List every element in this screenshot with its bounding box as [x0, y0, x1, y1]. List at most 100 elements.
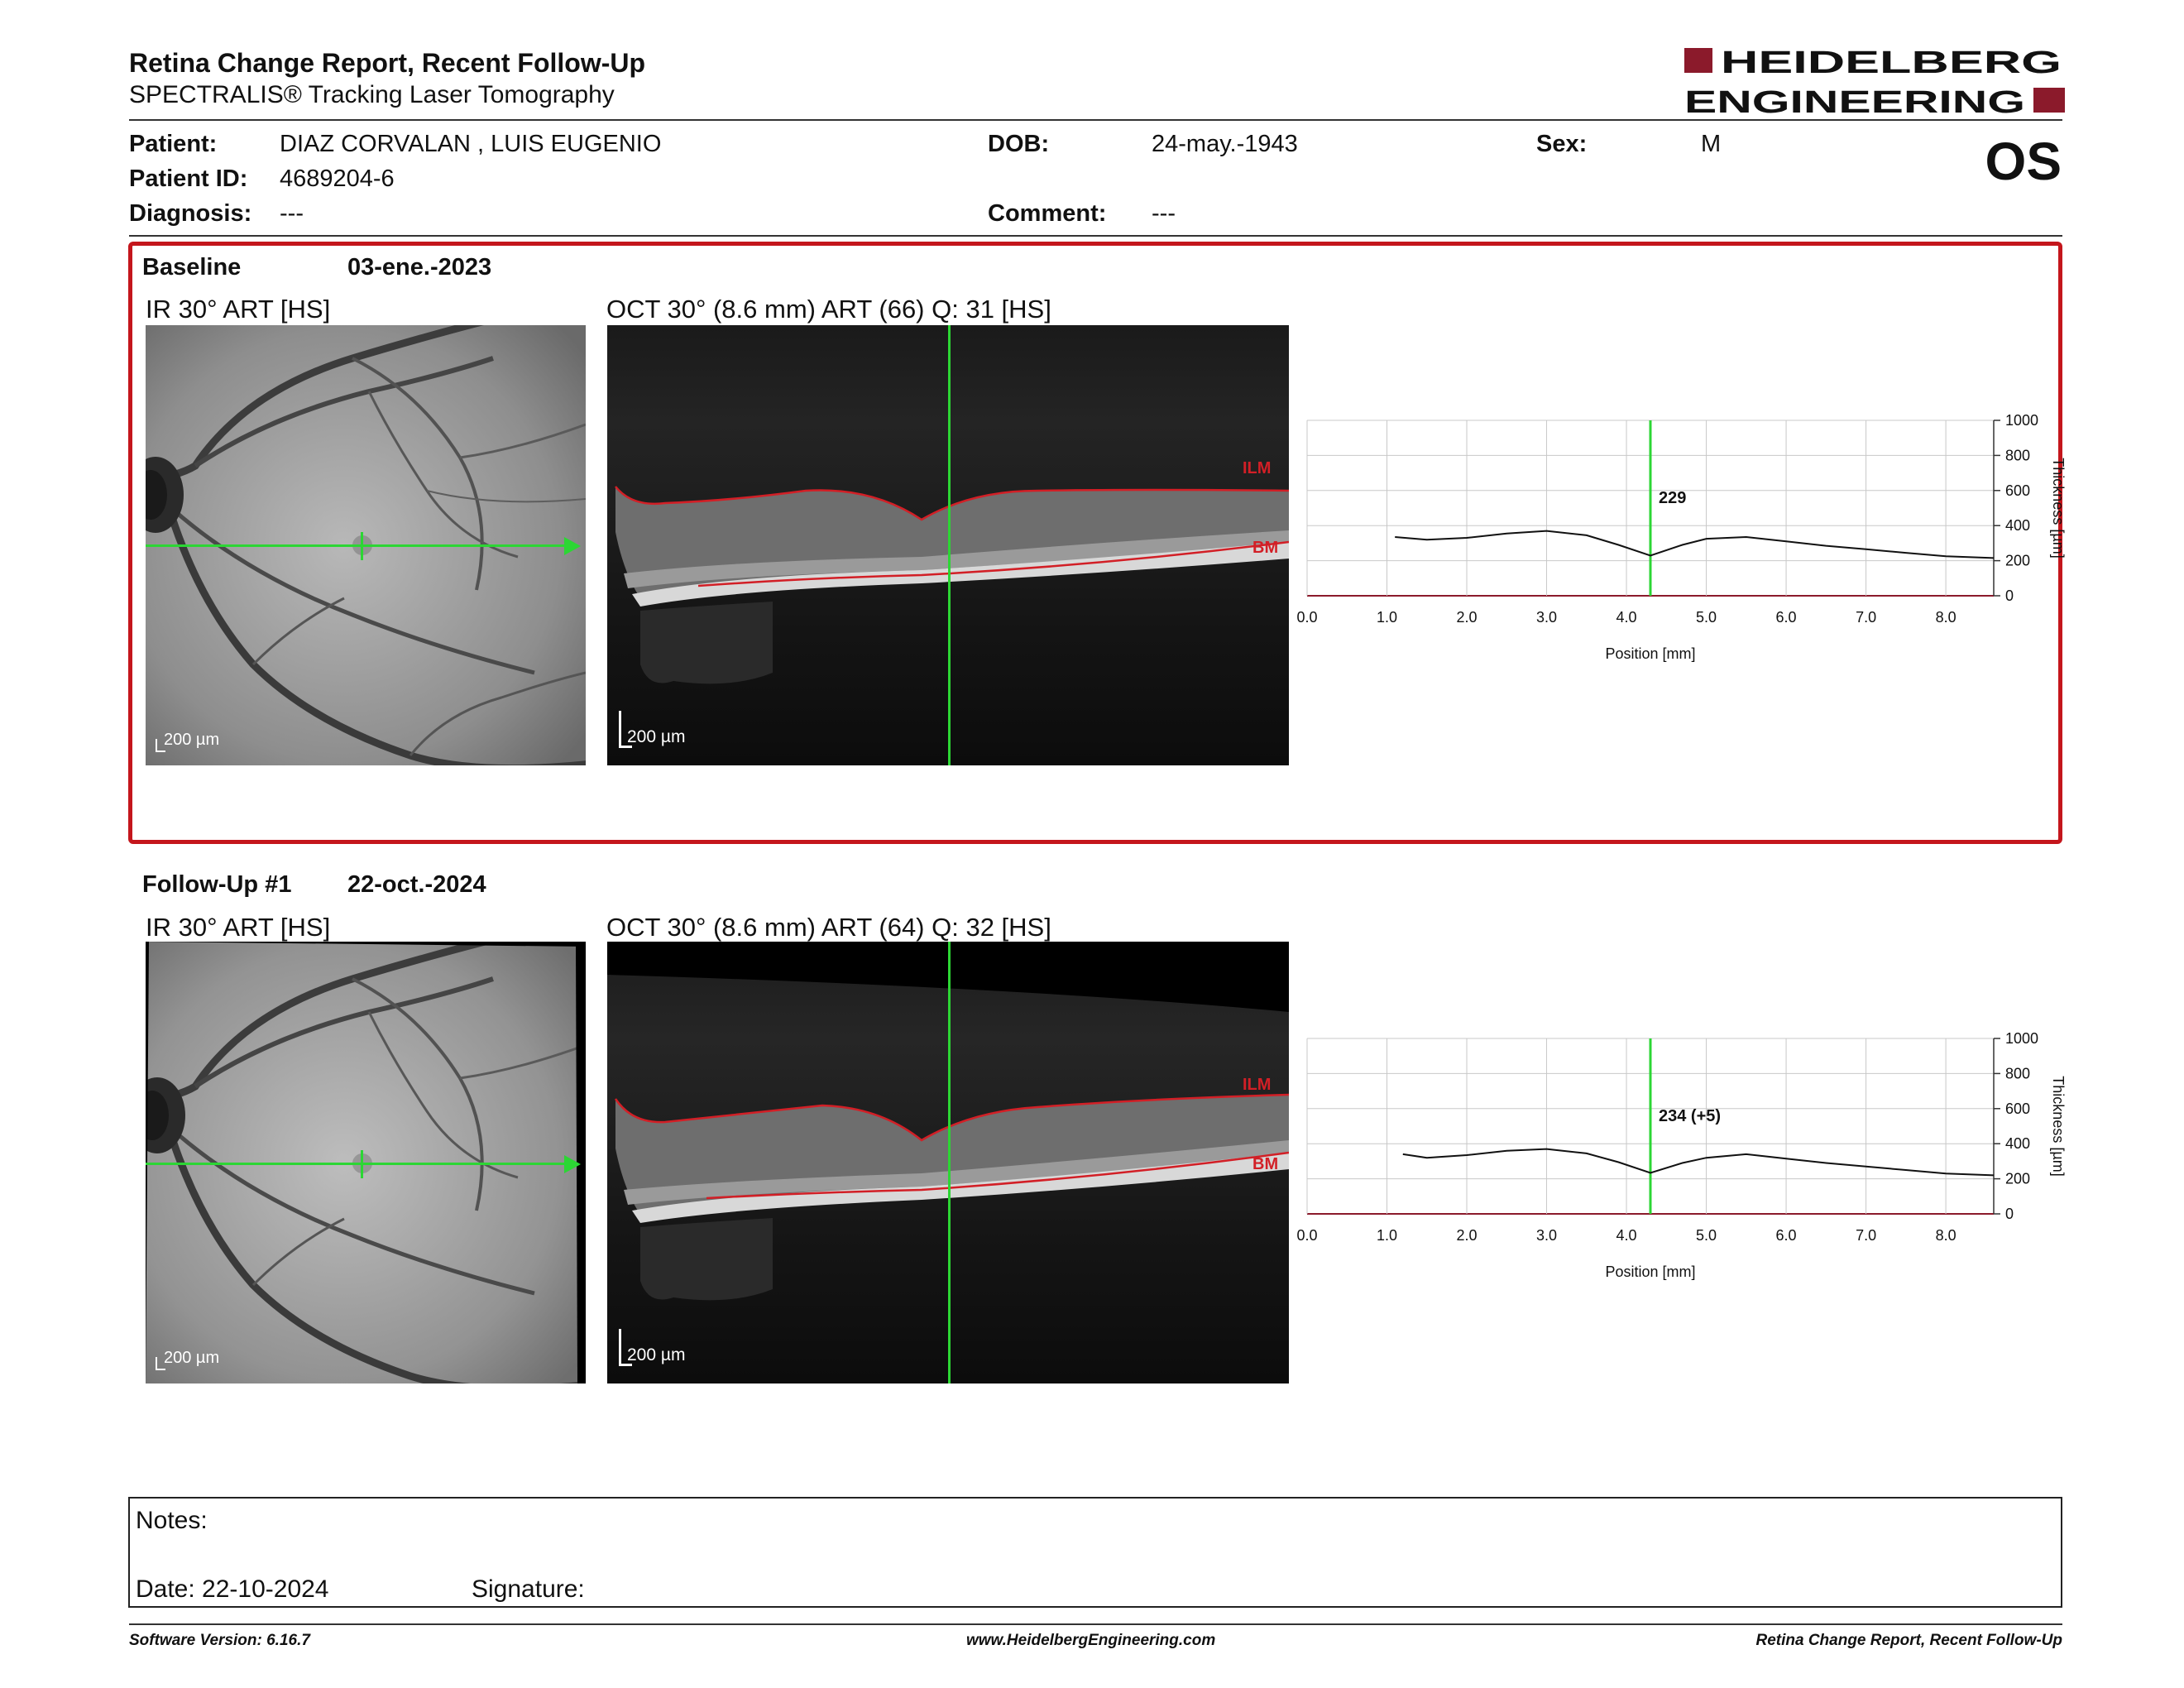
- diagnosis-label: Diagnosis:: [129, 200, 252, 227]
- y-tick-label-600: 600: [2005, 1101, 2030, 1117]
- followup-ir-scale-label: 200 µm: [164, 1349, 220, 1367]
- x-tick-label-5.0: 5.0: [1696, 609, 1717, 626]
- followup-thickness-svg: 0 200 400 600 800 1000 0.0 1.0 2.0 3.0 4.0 5.0 6.0 7.…: [1296, 1030, 2067, 1280]
- y-tick-label-600: 600: [2005, 482, 2030, 499]
- patient-name-label: Patient:: [129, 131, 218, 157]
- patient-id: 4689204-6: [280, 165, 395, 192]
- followup-oct-scale-foot: [619, 1364, 632, 1366]
- baseline-oct-scale-foot: [619, 746, 632, 748]
- y-axis-label: Thickness [µm]: [2050, 1076, 2067, 1176]
- x-tick-label-4.0: 4.0: [1616, 1227, 1637, 1244]
- patient-divider: [129, 235, 2062, 237]
- y-axis-label: Thickness [µm]: [2050, 458, 2067, 558]
- followup-oct-cursor: [948, 942, 951, 1383]
- x-tick-label-1.0: 1.0: [1377, 609, 1397, 626]
- baseline-ilm-label: ILM: [1243, 459, 1272, 477]
- footer-divider: [129, 1623, 2062, 1625]
- sex-value: M: [1701, 131, 1722, 157]
- notes-date: Date: 22-10-2024: [136, 1575, 329, 1603]
- followup-oct-scale-bar: [619, 1329, 621, 1365]
- baseline-date: 03-ene.-2023: [347, 254, 492, 281]
- notes-label: Notes:: [136, 1507, 208, 1534]
- baseline-scan-arrow-icon: [564, 537, 581, 555]
- followup-scan-arrow-icon: [564, 1155, 581, 1173]
- baseline-oct-cursor: [948, 325, 951, 765]
- x-tick-label-3.0: 3.0: [1536, 609, 1557, 626]
- baseline-thickness-chart: 0 200 400 600 800 1000 0.0 1.0 2.0 3.0 4.0 5.0 6.0 7.…: [1296, 412, 2067, 679]
- x-tick-label-7.0: 7.0: [1856, 1227, 1876, 1244]
- dob-value: 24-may.-1943: [1152, 131, 1298, 157]
- followup-ir-caption: IR 30° ART [HS]: [146, 913, 331, 942]
- x-axis-label: Position [mm]: [1605, 645, 1695, 662]
- y-tick-label-800: 800: [2005, 1065, 2030, 1081]
- followup-date: 22-oct.-2024: [347, 871, 486, 898]
- report-title: Retina Change Report, Recent Follow-Up: [129, 48, 646, 78]
- signature-label: Signature:: [472, 1575, 585, 1603]
- patient-id-label: Patient ID:: [129, 165, 248, 192]
- comment-label: Comment:: [988, 200, 1107, 227]
- header-divider: [129, 119, 2062, 121]
- baseline-oct-caption: OCT 30° (8.6 mm) ART (66) Q: 31 [HS]: [606, 295, 1051, 324]
- y-tick-label-1000: 1000: [2005, 412, 2038, 429]
- baseline-thickness-svg: 0 200 400 600 800 1000 0.0 1.0 2.0 3.0 4.0 5.0 6.0 7.…: [1296, 412, 2067, 662]
- comment-value: ---: [1152, 200, 1176, 227]
- x-tick-label-1.0: 1.0: [1377, 1227, 1397, 1244]
- x-tick-label-5.0: 5.0: [1696, 1227, 1717, 1244]
- baseline-ir-scale-foot: [156, 750, 165, 752]
- x-tick-label-7.0: 7.0: [1856, 609, 1876, 626]
- baseline-ir-scale-bar: [156, 739, 157, 752]
- followup-thickness-chart: 0 200 400 600 800 1000 0.0 1.0 2.0 3.0 4.0 5.0 6.0 7.…: [1296, 1030, 2067, 1297]
- x-tick-label-8.0: 8.0: [1936, 1227, 1956, 1244]
- x-tick-label-4.0: 4.0: [1616, 609, 1637, 626]
- y-tick-label-1000: 1000: [2005, 1030, 2038, 1047]
- heidelberg-logo: HEIDELBERG ENGINEERING: [1684, 46, 2065, 116]
- followup-label: Follow-Up #1: [142, 871, 292, 898]
- logo-line1: HEIDELBERG: [1721, 46, 2062, 80]
- x-tick-label-8.0: 8.0: [1936, 609, 1956, 626]
- cursor-value-label: 229: [1659, 489, 1686, 507]
- baseline-section-highlight: [128, 242, 2062, 844]
- followup-ir-image[interactable]: 200 µm: [146, 942, 586, 1383]
- cursor-value-label: 234 (+5): [1659, 1107, 1721, 1125]
- x-tick-label-3.0: 3.0: [1536, 1227, 1557, 1244]
- eye-laterality: OS: [1985, 132, 2062, 191]
- followup-oct-scale-label: 200 µm: [627, 1345, 686, 1364]
- sex-label: Sex:: [1536, 131, 1588, 157]
- baseline-oct-image[interactable]: ILM BM 200 µm: [607, 325, 1289, 765]
- baseline-ir-scale-label: 200 µm: [164, 731, 220, 749]
- baseline-label: Baseline: [142, 254, 242, 281]
- baseline-bm-label: BM: [1252, 539, 1279, 557]
- notes-box[interactable]: [128, 1497, 2062, 1608]
- y-tick-label-200: 200: [2005, 1171, 2030, 1187]
- x-tick-label-0.0: 0.0: [1296, 1227, 1317, 1244]
- baseline-ir-caption: IR 30° ART [HS]: [146, 295, 331, 324]
- patient-name: DIAZ CORVALAN , LUIS EUGENIO: [280, 131, 662, 157]
- logo-square-top: [1684, 48, 1712, 73]
- followup-ir-scale-foot: [156, 1369, 165, 1370]
- y-tick-label-0: 0: [2005, 1206, 2014, 1222]
- x-axis-label: Position [mm]: [1605, 1264, 1695, 1280]
- diagnosis-value: ---: [280, 200, 304, 227]
- baseline-ir-image[interactable]: 200 µm: [146, 325, 586, 765]
- x-tick-label-6.0: 6.0: [1776, 1227, 1797, 1244]
- followup-oct-caption: OCT 30° (8.6 mm) ART (64) Q: 32 [HS]: [606, 913, 1051, 942]
- logo-line2: ENGINEERING: [1684, 85, 2025, 116]
- logo-square-bottom: [2033, 88, 2065, 113]
- followup-oct-image[interactable]: ILM BM 200 µm: [607, 942, 1289, 1383]
- x-tick-label-0.0: 0.0: [1296, 609, 1317, 626]
- footer-website[interactable]: www.HeidelbergEngineering.com: [966, 1632, 1216, 1649]
- footer-report-name: Retina Change Report, Recent Follow-Up: [1755, 1632, 2062, 1649]
- x-tick-label-2.0: 2.0: [1457, 609, 1478, 626]
- y-tick-label-400: 400: [2005, 517, 2030, 534]
- thickness-series-line-0: [1402, 1148, 1995, 1177]
- y-tick-label-0: 0: [2005, 587, 2014, 604]
- y-tick-label-200: 200: [2005, 553, 2030, 569]
- followup-ir-cursor: [361, 1150, 363, 1178]
- thickness-series-line-0: [1395, 530, 1995, 559]
- x-tick-label-6.0: 6.0: [1776, 609, 1797, 626]
- y-tick-label-400: 400: [2005, 1135, 2030, 1152]
- baseline-ir-cursor: [361, 532, 363, 560]
- footer-software-version: Software Version: 6.16.7: [129, 1632, 310, 1649]
- report-subtitle: SPECTRALIS® Tracking Laser Tomography: [129, 81, 615, 108]
- baseline-oct-scale-label: 200 µm: [627, 727, 686, 746]
